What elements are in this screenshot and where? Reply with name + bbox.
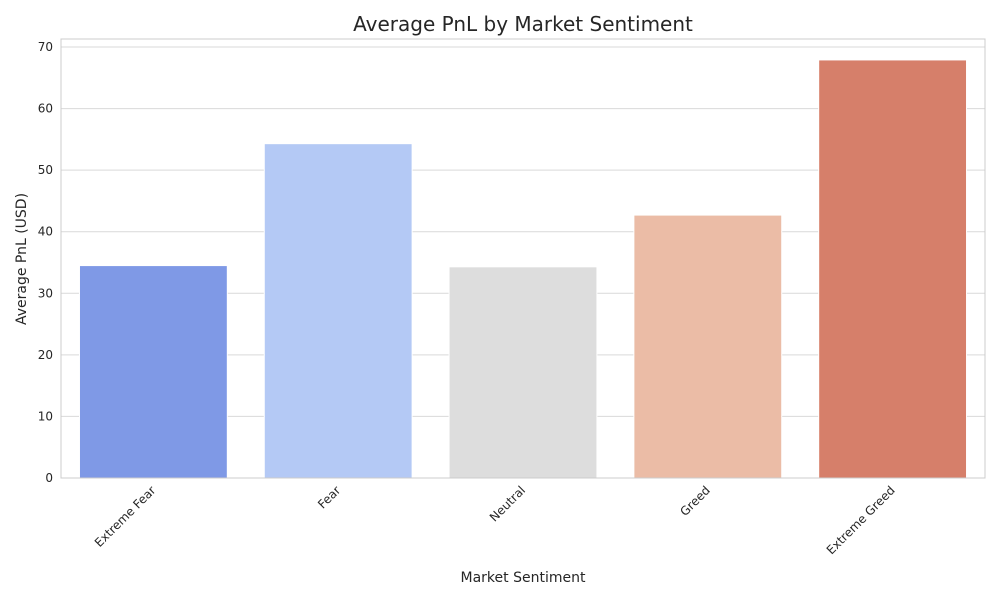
x-tick-label: Neutral — [487, 483, 528, 524]
x-tick-label: Fear — [315, 483, 343, 511]
x-tick-label: Extreme Greed — [824, 483, 898, 557]
y-axis-label: Average PnL (USD) — [14, 193, 30, 325]
y-tick-labels: 0 10 20 30 40 50 60 70 — [38, 40, 53, 485]
bar-neutral — [448, 266, 598, 479]
x-tick-label: Greed — [677, 483, 713, 519]
y-tick-label: 0 — [45, 471, 53, 485]
bar-extreme-greed — [818, 59, 968, 479]
y-tick-label: 70 — [38, 40, 53, 54]
bar-fear — [263, 143, 413, 479]
y-tick-label: 60 — [38, 102, 53, 116]
y-tick-label: 10 — [38, 409, 53, 423]
chart-title: Average PnL by Market Sentiment — [353, 12, 693, 36]
x-tick-label: Extreme Fear — [92, 483, 159, 550]
y-tick-label: 20 — [38, 348, 53, 362]
y-tick-label: 50 — [38, 163, 53, 177]
bar-extreme-fear — [78, 265, 228, 479]
bar-greed — [633, 214, 783, 479]
x-axis-label: Market Sentiment — [461, 570, 586, 586]
y-tick-label: 40 — [38, 225, 53, 239]
plot-frame — [60, 38, 986, 479]
x-tick-labels: Extreme Fear Fear Neutral Greed Extreme Gree… — [92, 483, 898, 557]
y-tick-label: 30 — [38, 286, 53, 300]
bars — [78, 59, 968, 479]
